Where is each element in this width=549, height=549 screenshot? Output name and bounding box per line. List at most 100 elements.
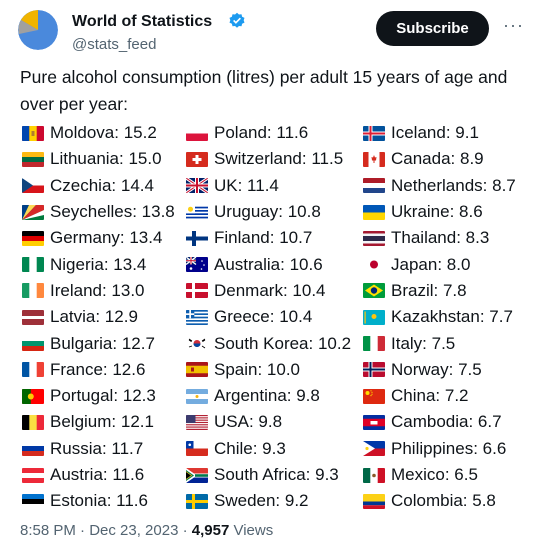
- country-value-label: Chile: 9.3: [214, 438, 286, 458]
- portugal-flag-icon: [22, 388, 44, 404]
- country-value-label: Portugal: 12.3: [50, 386, 156, 406]
- account-name[interactable]: World of Statistics: [72, 13, 213, 30]
- country-row: Uruguay: 10.8: [186, 199, 358, 225]
- country-row: Moldova: 15.2: [22, 120, 184, 146]
- country-value-label: Greece: 10.4: [214, 307, 313, 327]
- country-value-label: Iceland: 9.1: [391, 123, 479, 143]
- country-value-label: Nigeria: 13.4: [50, 254, 147, 274]
- country-value-label: Ukraine: 8.6: [391, 202, 483, 222]
- country-column-2: Poland: 11.6 Switzerland: 11.5 UK: 11.4 Uru…: [186, 120, 358, 514]
- country-value-label: Germany: 13.4: [50, 228, 163, 248]
- kazakhstan-flag-icon: [363, 309, 385, 325]
- philippines-flag-icon: [363, 441, 385, 457]
- country-value-label: Sweden: 9.2: [214, 491, 309, 511]
- country-value-label: Belgium: 12.1: [50, 412, 154, 432]
- latvia-flag-icon: [22, 309, 44, 325]
- country-value-label: Colombia: 5.8: [391, 491, 496, 511]
- seychelles-flag-icon: [22, 204, 44, 220]
- south-africa-flag-icon: [186, 467, 208, 483]
- country-value-label: Japan: 8.0: [391, 254, 471, 274]
- country-value-label: South Korea: 10.2: [214, 333, 352, 353]
- country-row: UK: 11.4: [186, 173, 358, 199]
- country-value-label: Austria: 11.6: [50, 465, 145, 484]
- country-row: South Korea: 10.2: [186, 330, 358, 356]
- country-value-label: South Africa: 9.3: [214, 465, 339, 484]
- country-value-label: Czechia: 14.4: [50, 175, 154, 195]
- country-value-label: Brazil: 7.8: [391, 280, 467, 300]
- country-row: Belgium: 12.1: [22, 409, 184, 435]
- country-row: Italy: 7.5: [363, 330, 538, 356]
- country-value-label: Estonia: 11.6: [50, 491, 148, 511]
- country-row: Estonia: 11.6: [22, 488, 184, 514]
- country-row: Latvia: 12.9: [22, 304, 184, 330]
- poland-flag-icon: [186, 125, 208, 141]
- country-row: Denmark: 10.4: [186, 278, 358, 304]
- country-value-label: Mexico: 6.5: [391, 465, 478, 484]
- belgium-flag-icon: [22, 414, 44, 430]
- france-flag-icon: [22, 362, 44, 378]
- lithuania-flag-icon: [22, 151, 44, 167]
- italy-flag-icon: [363, 336, 385, 352]
- bulgaria-flag-icon: [22, 336, 44, 352]
- country-row: Cambodia: 6.7: [363, 409, 538, 435]
- country-row: Australia: 10.6: [186, 251, 358, 277]
- australia-flag-icon: [186, 257, 208, 273]
- country-value-label: Switzerland: 11.5: [214, 149, 344, 169]
- country-row: Norway: 7.5: [363, 357, 538, 383]
- country-row: Poland: 11.6: [186, 120, 358, 146]
- country-value-label: Latvia: 12.9: [50, 307, 138, 327]
- avatar[interactable]: [18, 10, 58, 50]
- country-row: South Africa: 9.3: [186, 462, 358, 488]
- country-row: Netherlands: 8.7: [363, 173, 538, 199]
- tweet-timestamp[interactable]: 8:58 PM · Dec 23, 2023 ·: [20, 522, 192, 539]
- country-row: Finland: 10.7: [186, 225, 358, 251]
- country-value-label: Canada: 8.9: [391, 149, 484, 169]
- country-row: Bulgaria: 12.7: [22, 330, 184, 356]
- country-row: Ukraine: 8.6: [363, 199, 538, 225]
- country-row: Czechia: 14.4: [22, 173, 184, 199]
- argentina-flag-icon: [186, 388, 208, 404]
- account-handle[interactable]: @stats_feed: [72, 36, 157, 53]
- country-value-label: Bulgaria: 12.7: [50, 333, 155, 353]
- views-label: Views: [229, 522, 274, 539]
- nigeria-flag-icon: [22, 257, 44, 273]
- norway-flag-icon: [363, 362, 385, 378]
- country-row: Nigeria: 13.4: [22, 251, 184, 277]
- sweden-flag-icon: [186, 493, 208, 509]
- country-column-3: Iceland: 9.1 Canada: 8.9 Netherlands: 8.7 U…: [363, 120, 538, 514]
- colombia-flag-icon: [363, 493, 385, 509]
- country-row: Colombia: 5.8: [363, 488, 538, 514]
- finland-flag-icon: [186, 230, 208, 246]
- cambodia-flag-icon: [363, 414, 385, 430]
- country-value-label: Argentina: 9.8: [214, 386, 320, 406]
- greece-flag-icon: [186, 309, 208, 325]
- country-value-label: Uruguay: 10.8: [214, 202, 321, 222]
- country-value-label: Russia: 11.7: [50, 438, 144, 458]
- country-row: Ireland: 13.0: [22, 278, 184, 304]
- more-options-icon[interactable]: ···: [503, 15, 524, 35]
- country-row: Mexico: 6.5: [363, 462, 538, 488]
- country-value-label: Moldova: 15.2: [50, 123, 157, 143]
- country-row: Sweden: 9.2: [186, 488, 358, 514]
- country-row: USA: 9.8: [186, 409, 358, 435]
- mexico-flag-icon: [363, 467, 385, 483]
- subscribe-button[interactable]: Subscribe: [376, 11, 489, 46]
- usa-flag-icon: [186, 414, 208, 430]
- country-row: Philippines: 6.6: [363, 436, 538, 462]
- uk-flag-icon: [186, 178, 208, 194]
- country-row: Canada: 8.9: [363, 146, 538, 172]
- country-row: Greece: 10.4: [186, 304, 358, 330]
- country-value-label: Cambodia: 6.7: [391, 412, 502, 432]
- country-value-label: Seychelles: 13.8: [50, 202, 175, 222]
- country-value-label: Lithuania: 15.0: [50, 149, 162, 169]
- moldova-flag-icon: [22, 125, 44, 141]
- country-value-label: France: 12.6: [50, 359, 146, 379]
- country-value-label: Netherlands: 8.7: [391, 175, 516, 195]
- country-row: Seychelles: 13.8: [22, 199, 184, 225]
- country-row: Kazakhstan: 7.7: [363, 304, 538, 330]
- country-row: Thailand: 8.3: [363, 225, 538, 251]
- country-value-label: Italy: 7.5: [391, 333, 456, 353]
- country-value-label: Thailand: 8.3: [391, 228, 490, 248]
- country-row: Brazil: 7.8: [363, 278, 538, 304]
- spain-flag-icon: [186, 362, 208, 378]
